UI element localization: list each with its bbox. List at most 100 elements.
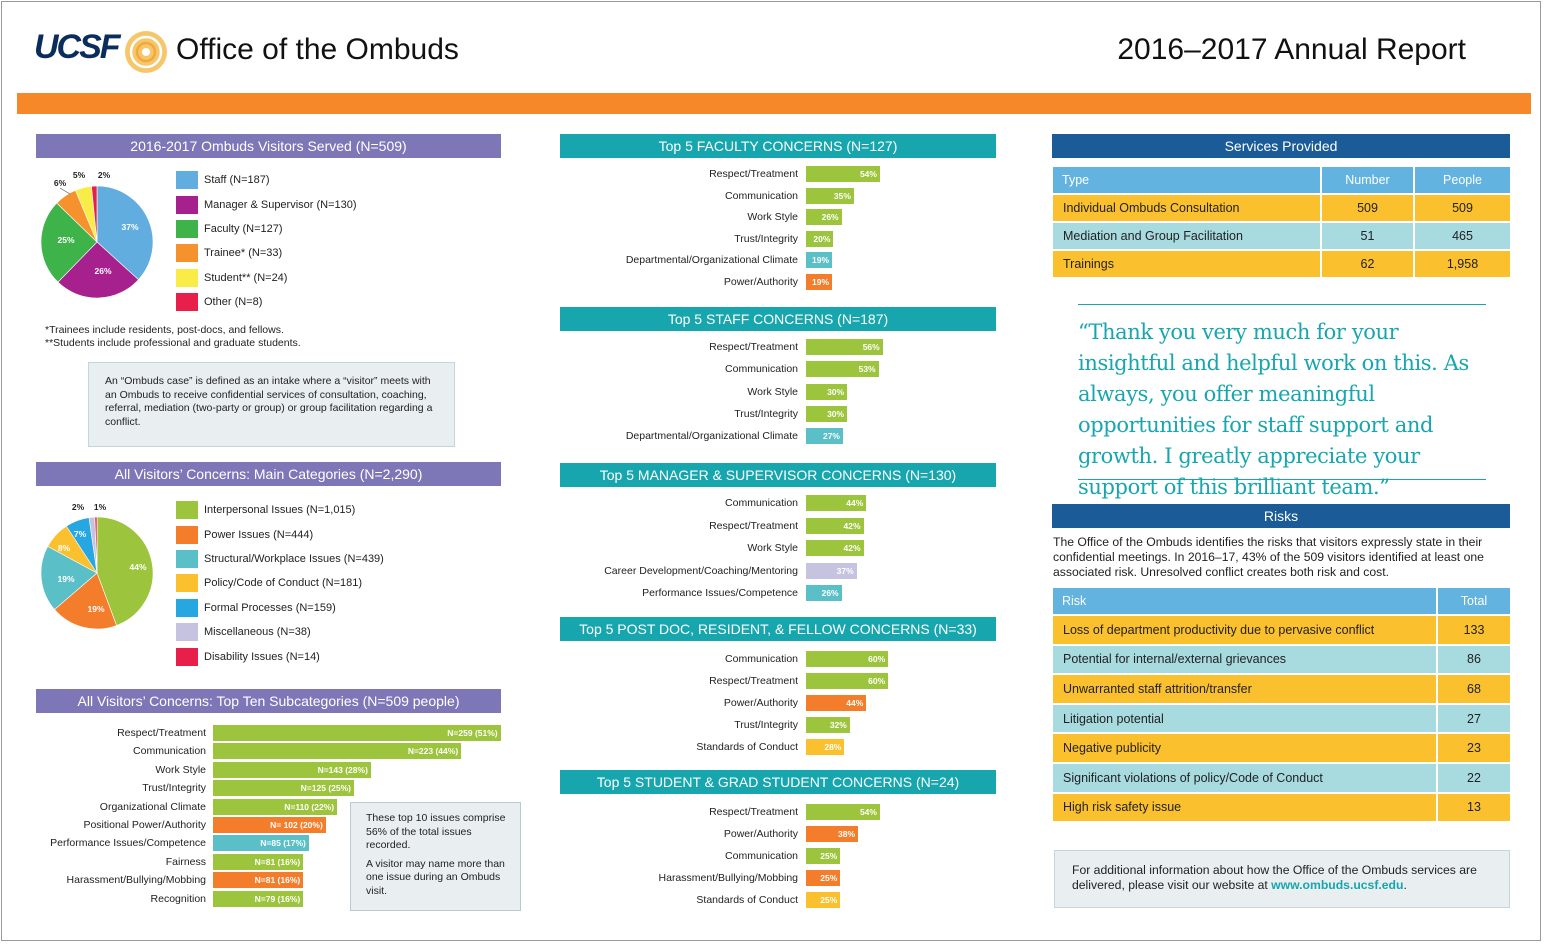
services-row: Individual Ombuds Consultation 509 509 xyxy=(1053,195,1510,221)
concern-bar: 20% xyxy=(806,230,834,247)
callout-note: A visitor may name more than one issue d… xyxy=(366,857,505,897)
risk-total: 68 xyxy=(1438,675,1510,703)
website-link[interactable]: www.ombuds.ucsf.edu xyxy=(1271,878,1404,893)
risk-row: Potential for internal/external grievanc… xyxy=(1053,645,1510,674)
concern-label: Performance Issues/Competence xyxy=(642,587,798,599)
risk-name: Potential for internal/external grievanc… xyxy=(1053,645,1436,674)
service-number: 62 xyxy=(1322,251,1413,277)
concern-label: Departmental/Organizational Climate xyxy=(625,430,798,443)
visitors-pie-pct-label-2: 25% xyxy=(57,235,74,245)
categories-legend-item: Structural/Workplace Issues (N=439) xyxy=(176,547,384,571)
categories-pie-pct-label-3: 8% xyxy=(58,543,71,553)
risk-name: Unwarranted staff attrition/transfer xyxy=(1053,675,1436,703)
concern-label: Career Development/Coaching/Mentoring xyxy=(604,564,798,577)
concern-label: Communication xyxy=(725,850,798,862)
concern-bar: 44% xyxy=(806,695,867,711)
visitors-pie-slice-1 xyxy=(57,241,139,299)
concern-label: Communication xyxy=(725,363,798,376)
visitors-pie-pct-label-4: 5% xyxy=(73,170,86,180)
legend-swatch xyxy=(176,501,198,520)
risk-name: Negative publicity xyxy=(1053,734,1436,762)
concern-label: Work Style xyxy=(747,211,798,223)
categories-pie-pct-label-0: 44% xyxy=(129,562,146,572)
legend-swatch xyxy=(176,549,198,568)
legend-label: Manager & Supervisor (N=130) xyxy=(204,198,357,211)
categories-legend-item: Miscellaneous (N=38) xyxy=(176,620,384,644)
risks-heading: Risks xyxy=(1052,504,1510,528)
concern-bar: 60% xyxy=(806,651,889,667)
legend-swatch xyxy=(176,244,198,263)
concern-label: Trust/Integrity xyxy=(734,407,798,420)
concern-bar: 28% xyxy=(806,739,845,755)
visitors-legend-item: Faculty (N=127) xyxy=(176,217,357,241)
categories-legend-item: Power Issues (N=444) xyxy=(176,522,384,546)
visitors-pie-pct-label-1: 26% xyxy=(94,266,111,276)
concern-bar: 30% xyxy=(806,405,848,422)
risk-row: Significant violations of policy/Code of… xyxy=(1053,763,1510,792)
legend-label: Interpersonal Issues (N=1,015) xyxy=(204,504,356,517)
visitors-pie-pct-label-0: 37% xyxy=(121,222,138,232)
services-row: Trainings 62 1,958 xyxy=(1053,251,1510,277)
risks-intro: The Office of the Ombuds identifies the … xyxy=(1053,535,1484,580)
legend-label: Policy/Code of Conduct (N=181) xyxy=(204,577,363,590)
col-risk: Risk xyxy=(1053,588,1436,614)
visitors-pie-slice-5 xyxy=(91,185,98,243)
subcategory-label: Respect/Treatment xyxy=(117,727,206,739)
subcategory-label: Harassment/Bullying/Mobbing xyxy=(66,874,206,887)
service-number: 509 xyxy=(1322,195,1413,221)
service-people: 509 xyxy=(1415,195,1510,221)
concern-label: Respect/Treatment xyxy=(709,806,798,818)
legend-swatch xyxy=(176,171,198,190)
testimonial-quote: “Thank you very much for your insightful… xyxy=(1078,304,1486,499)
office-title: Office of the Ombuds xyxy=(176,33,459,66)
concern-bar: 19% xyxy=(806,273,833,290)
legend-label: Faculty (N=127) xyxy=(204,222,283,235)
service-number: 51 xyxy=(1322,223,1413,249)
footnote-trainees: *Trainees include residents, post-docs, … xyxy=(45,324,284,336)
concern-bar: 35% xyxy=(806,187,854,204)
risk-name: Loss of department productivity due to p… xyxy=(1053,616,1436,644)
concern-group-heading: Top 5 FACULTY CONCERNS (N=127) xyxy=(560,134,996,158)
categories-legend-item: Interpersonal Issues (N=1,015) xyxy=(176,498,384,522)
col-total: Total xyxy=(1438,588,1510,614)
visitors-pie-pct-label-5: 2% xyxy=(98,170,111,180)
subcategories-heading: All Visitors’ Concerns: Top Ten Subcateg… xyxy=(36,689,501,713)
ucsf-logo[interactable]: UCSF xyxy=(34,28,121,66)
concern-label: Work Style xyxy=(747,385,798,398)
legend-label: Disability Issues (N=14) xyxy=(204,650,320,663)
subcategory-bar: N=81 (16%) xyxy=(213,872,304,889)
info-end: . xyxy=(1403,878,1407,893)
concern-label: Standards of Conduct xyxy=(696,741,798,753)
subcategory-label: Performance Issues/Competence xyxy=(50,837,206,850)
footnotes: *Trainees include residents, post-docs, … xyxy=(45,324,445,350)
visitors-legend: Staff (N=187) Manager & Supervisor (N=130… xyxy=(176,168,357,314)
service-people: 1,958 xyxy=(1415,251,1510,277)
legend-label: Trainee* (N=33) xyxy=(204,247,283,260)
info-text: For additional information about how the… xyxy=(1072,863,1477,893)
legend-swatch xyxy=(176,623,198,642)
service-type: Individual Ombuds Consultation xyxy=(1053,195,1320,221)
subcategory-label: Positional Power/Authority xyxy=(83,819,206,831)
service-type: Mediation and Group Facilitation xyxy=(1053,223,1320,249)
concern-bar: 25% xyxy=(806,892,841,908)
concern-label: Respect/Treatment xyxy=(709,341,798,353)
concern-bar: 25% xyxy=(806,848,841,864)
concern-bar: 38% xyxy=(806,826,859,842)
risk-row: Loss of department productivity due to p… xyxy=(1053,616,1510,644)
concern-group-heading: Top 5 STAFF CONCERNS (N=187) xyxy=(560,307,996,331)
risk-row: Unwarranted staff attrition/transfer 68 xyxy=(1053,675,1510,703)
footnote-students: **Students include professional and grad… xyxy=(45,337,301,349)
concern-bar: 42% xyxy=(806,517,864,534)
concern-bar: 30% xyxy=(806,383,848,400)
risk-total: 23 xyxy=(1438,734,1510,762)
risk-name: High risk safety issue xyxy=(1053,793,1436,822)
categories-pie-slice-1 xyxy=(54,572,117,630)
subcategory-bar: N=85 (17%) xyxy=(213,835,309,852)
concern-bar: 44% xyxy=(806,495,867,511)
visitors-pie-chart: 37% 26% 25% 6% 5% 2% xyxy=(40,170,154,299)
categories-pie-pct-label-2: 19% xyxy=(57,574,74,584)
risks-table: Risk Total Loss of department productivi… xyxy=(1051,586,1512,823)
risk-total: 22 xyxy=(1438,763,1510,792)
concern-bar: 42% xyxy=(806,540,864,556)
concern-label: Harassment/Bullying/Mobbing xyxy=(658,872,798,884)
